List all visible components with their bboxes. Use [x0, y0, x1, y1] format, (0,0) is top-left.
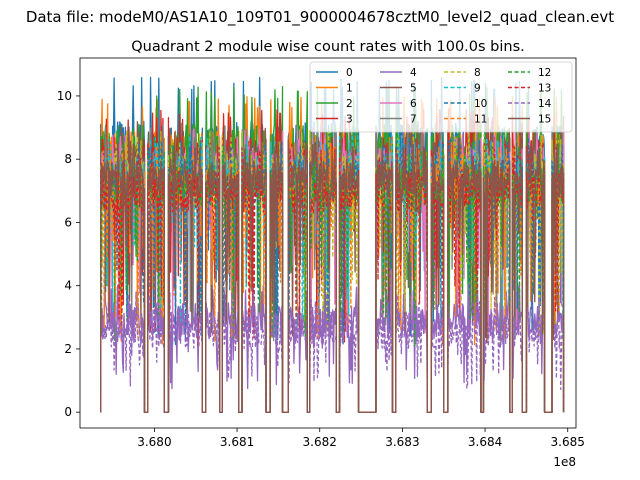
legend-label-15: 15 — [538, 114, 551, 126]
y-tick-label: 0 — [64, 405, 72, 419]
y-tick-label: 8 — [64, 152, 72, 166]
y-tick-label: 6 — [64, 215, 72, 229]
legend-label-4: 4 — [410, 67, 417, 79]
legend-label-9: 9 — [474, 83, 481, 95]
x-tick-label: 3.683 — [385, 435, 419, 449]
chart-suptitle: Data file: modeM0/AS1A10_109T01_90000046… — [26, 8, 614, 27]
x-axis: 3.680 3.681 3.682 3.683 3.684 3.685 — [137, 428, 585, 449]
y-tick-label: 4 — [64, 279, 72, 293]
series-line-14 — [100, 291, 565, 413]
legend-label-3: 3 — [346, 114, 353, 126]
legend-label-2: 2 — [346, 98, 353, 110]
x-tick-label: 3.680 — [137, 435, 171, 449]
legend-label-14: 14 — [538, 98, 552, 110]
legend-label-12: 12 — [538, 67, 551, 79]
x-tick-label: 3.681 — [220, 435, 254, 449]
plot-area-frame — [79, 57, 577, 429]
x-tick-label: 3.684 — [468, 435, 502, 449]
series-layer — [100, 76, 565, 413]
legend-label-10: 10 — [474, 98, 487, 110]
legend-label-11: 11 — [474, 114, 487, 126]
x-offset-label: 1e8 — [553, 455, 576, 469]
legend-label-8: 8 — [474, 67, 481, 79]
chart-title: Quadrant 2 module wise count rates with … — [131, 39, 525, 55]
series-line-15 — [100, 139, 565, 413]
legend-label-0: 0 — [346, 67, 353, 79]
x-tick-label: 3.685 — [551, 435, 585, 449]
legend-label-13: 13 — [538, 83, 551, 95]
legend-label-7: 7 — [410, 114, 417, 126]
y-axis: 0 2 4 6 8 10 — [57, 89, 80, 419]
legend-label-6: 6 — [410, 98, 417, 110]
y-tick-label: 10 — [57, 89, 72, 103]
legend-label-5: 5 — [410, 83, 417, 95]
legend-box — [309, 61, 573, 133]
x-tick-label: 3.682 — [303, 435, 337, 449]
legend-label-1: 1 — [346, 83, 353, 95]
y-tick-label: 2 — [64, 342, 72, 356]
